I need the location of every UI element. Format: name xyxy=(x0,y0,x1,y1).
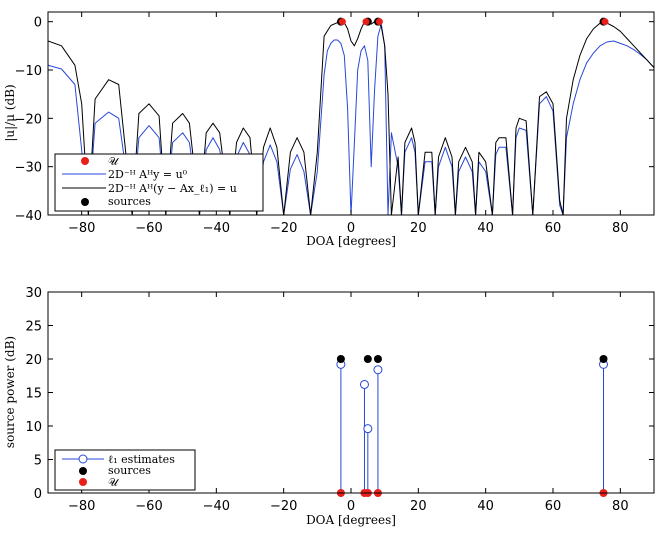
top-legend: 𝒰 2D⁻ᴴ Aᴴy = u⁰ 2D⁻ᴴ Aᴴ(y − Ax_ℓ₁) = u s… xyxy=(54,153,264,212)
bottom-ytick-label: 15 xyxy=(25,387,42,402)
top-ytick-label: −40 xyxy=(15,209,42,224)
bottom-xtick-label: 60 xyxy=(545,499,562,514)
top-ytick-label: −30 xyxy=(15,161,42,176)
top-legend-marker-sources xyxy=(81,198,89,206)
chart-top: −80 −60 −40 −20 0 20 40 60 80 0 −10 −20 −30 −40 DOA [… xyxy=(3,11,655,248)
bottom-ytick-label: 20 xyxy=(25,353,42,368)
top-xtick-label: −20 xyxy=(270,221,297,236)
top-xtick-label: 40 xyxy=(477,221,494,236)
top-xtick-label: −40 xyxy=(203,221,230,236)
bottom-ytick-label: 5 xyxy=(34,454,42,469)
bottom-legend-marker-set-U xyxy=(79,478,87,486)
top-ytick-label: −20 xyxy=(15,112,42,127)
top-legend-marker-set-U xyxy=(81,157,89,165)
top-xtick-label: 20 xyxy=(410,221,427,236)
bottom-xtick-label: 80 xyxy=(612,499,629,514)
top-set-U-point xyxy=(362,18,370,26)
bottom-ticks: −80 −60 −40 −20 0 20 40 60 80 0 5 10 15 20 25 30 xyxy=(25,286,654,514)
bottom-ytick-label: 25 xyxy=(25,320,42,335)
bottom-legend-label-estimates: ℓ₁ estimates xyxy=(108,453,175,466)
bottom-source-point xyxy=(363,355,372,363)
bottom-source-point xyxy=(373,355,382,363)
top-y-axis-label: |u|/μ (dB) xyxy=(3,84,17,141)
bottom-xtick-label: 40 xyxy=(477,499,494,514)
top-legend-box xyxy=(54,153,264,212)
top-set-U-point xyxy=(338,18,346,26)
top-set-U-point xyxy=(601,18,609,26)
bottom-xtick-label: −60 xyxy=(135,499,162,514)
bottom-legend-marker-sources xyxy=(79,467,87,475)
top-xtick-label: 60 xyxy=(545,221,562,236)
bottom-ytick-label: 10 xyxy=(25,420,42,435)
top-set-U-point xyxy=(375,18,383,26)
top-legend-label-sources: sources xyxy=(108,195,151,208)
top-x-axis-label: DOA [degrees] xyxy=(306,234,396,248)
top-legend-label-u: 2D⁻ᴴ Aᴴ(y − Ax_ℓ₁) = u xyxy=(108,182,237,195)
bottom-source-point xyxy=(336,355,345,363)
top-xtick-label: 80 xyxy=(612,221,629,236)
bottom-ytick-label: 30 xyxy=(25,286,42,301)
bottom-plot-area xyxy=(336,355,608,497)
bottom-y-axis-label: source power (dB) xyxy=(3,336,17,448)
top-ticks: −80 −60 −40 −20 0 20 40 60 80 0 −10 −20 −30 −40 xyxy=(15,12,654,236)
top-legend-label-u0: 2D⁻ᴴ Aᴴy = u⁰ xyxy=(108,168,188,181)
bottom-xtick-label: −20 xyxy=(270,499,297,514)
bottom-legend-marker-estimates xyxy=(78,454,88,464)
bottom-xtick-label: −40 xyxy=(203,499,230,514)
bottom-estimate-point xyxy=(373,365,383,375)
top-xtick-label: −80 xyxy=(68,221,95,236)
bottom-legend-label-sources: sources xyxy=(108,464,151,477)
bottom-legend: ℓ₁ estimates sources 𝒰 xyxy=(54,449,196,491)
bottom-legend-box xyxy=(54,449,196,491)
top-ytick-label: −10 xyxy=(15,64,42,79)
top-markers xyxy=(336,17,609,26)
top-ytick-label: 0 xyxy=(34,16,42,31)
top-xtick-label: −60 xyxy=(135,221,162,236)
bottom-estimate-point xyxy=(359,379,369,389)
top-xtick-label: 0 xyxy=(347,221,355,236)
bottom-xtick-label: 0 xyxy=(347,499,355,514)
bottom-xtick-label: 20 xyxy=(410,499,427,514)
bottom-source-point xyxy=(599,355,608,363)
bottom-x-axis-label: DOA [degrees] xyxy=(306,513,396,527)
bottom-xtick-label: −80 xyxy=(68,499,95,514)
bottom-estimate-point xyxy=(363,424,373,434)
top-legend-label-set-U: 𝒰 xyxy=(108,155,120,168)
bottom-legend-label-set-U: 𝒰 xyxy=(108,476,120,489)
chart-bottom: −80 −60 −40 −20 0 20 40 60 80 0 5 10 15 20 25 30 DOA [d… xyxy=(3,286,655,527)
bottom-ytick-label: 0 xyxy=(34,487,42,502)
